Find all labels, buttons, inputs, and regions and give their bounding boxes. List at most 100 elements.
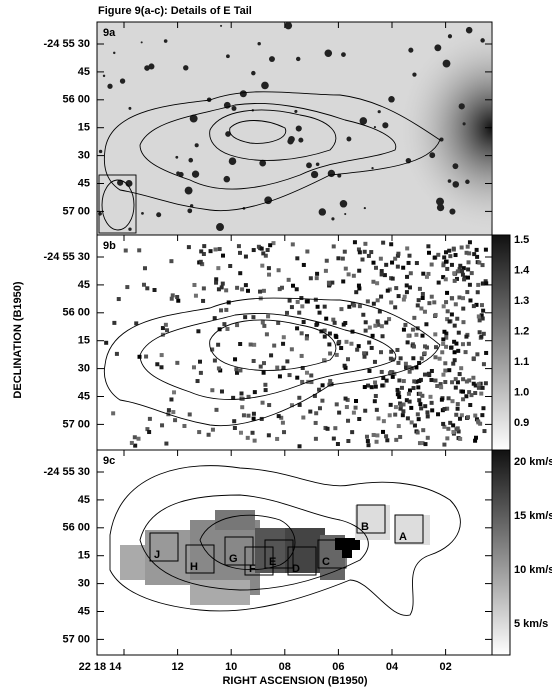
pixel [407, 365, 412, 370]
pixel [297, 444, 302, 449]
colorbar-label: 1.1 [514, 356, 529, 368]
pixel [137, 354, 142, 359]
pixel [363, 408, 368, 413]
region-label: A [399, 531, 407, 543]
pixel [198, 359, 203, 364]
pixel [387, 317, 392, 322]
pixel [216, 342, 221, 347]
pixel [200, 262, 205, 267]
pixel [216, 366, 221, 371]
pixel [439, 385, 444, 390]
star [144, 65, 150, 71]
pixel [232, 419, 237, 424]
star [287, 138, 294, 145]
pixel [411, 356, 416, 361]
pixel [373, 323, 378, 328]
pixel [395, 392, 400, 397]
region-boxes: J H GF E D C B A [149, 504, 424, 576]
region-label: J [154, 549, 160, 561]
pixel [373, 380, 378, 385]
pixel [313, 436, 318, 441]
pixel [441, 263, 446, 268]
x-tick-label: 10 [225, 661, 237, 673]
pixel [416, 417, 421, 422]
pixel [447, 248, 452, 253]
pixel [322, 358, 327, 363]
pixel [374, 439, 379, 444]
pixel [407, 285, 412, 290]
pixel [414, 332, 419, 337]
pixel [401, 265, 406, 270]
pixel [451, 361, 456, 366]
pixel [436, 280, 441, 285]
pixel [350, 430, 355, 435]
pixel [396, 360, 401, 365]
pixel [392, 371, 397, 376]
pixel [449, 262, 454, 267]
pixel [405, 274, 410, 279]
pixel [264, 332, 269, 337]
pixel [208, 249, 213, 254]
star [187, 208, 193, 214]
pixel [466, 260, 471, 265]
pixel [455, 269, 460, 274]
star [140, 41, 143, 44]
pixel [251, 416, 256, 421]
pixel [218, 368, 223, 373]
pixel [445, 317, 450, 322]
pixel [329, 382, 334, 387]
pixel [345, 357, 350, 362]
star [98, 149, 103, 154]
pixel [276, 268, 281, 273]
pixel [407, 253, 412, 258]
pixel [393, 256, 398, 261]
pixel [323, 425, 328, 430]
pixel [263, 382, 268, 387]
star [324, 49, 333, 58]
pixel [461, 320, 466, 325]
pixel [232, 425, 237, 430]
pixel [448, 420, 453, 425]
star [452, 163, 459, 170]
pixel [424, 322, 429, 327]
pixel [256, 244, 261, 249]
pixel [334, 334, 339, 339]
pixel [343, 365, 348, 370]
region-box [317, 539, 347, 569]
star [107, 83, 113, 89]
pixel [147, 430, 152, 435]
pixel [426, 371, 431, 376]
pixel [275, 365, 280, 370]
pixel [389, 300, 394, 305]
pixel [354, 290, 359, 295]
colorbar-label: 1.5 [514, 234, 529, 246]
pixel [352, 240, 357, 245]
pixel [238, 342, 243, 347]
region-label: H [190, 561, 198, 573]
pixel [267, 403, 272, 408]
pixel [455, 406, 460, 411]
star [388, 96, 395, 103]
pixel [423, 344, 428, 349]
pixel [357, 416, 362, 421]
pixel [389, 242, 394, 247]
pixel [483, 247, 488, 252]
pixel [481, 281, 486, 286]
pixel [147, 416, 152, 421]
pixel [421, 428, 426, 433]
pixel [210, 347, 215, 352]
y-tick-label: 30 [78, 150, 90, 162]
pixel [459, 245, 464, 250]
pixel [387, 371, 392, 376]
x-axis-title: RIGHT ASCENSION (B1950) [222, 675, 367, 687]
region-box [224, 536, 254, 566]
pixel [454, 276, 459, 281]
star [220, 24, 223, 27]
pixel [482, 429, 487, 434]
pixel [442, 442, 447, 447]
pixel [396, 294, 401, 299]
star [175, 155, 179, 159]
pixel [445, 309, 450, 314]
pixel [393, 305, 398, 310]
pixel [166, 408, 171, 413]
